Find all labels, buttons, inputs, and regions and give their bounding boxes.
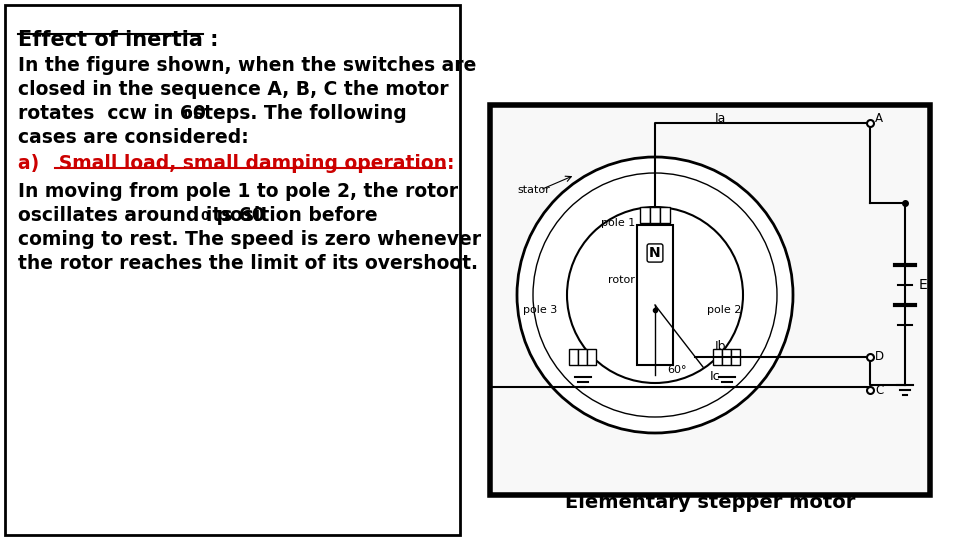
Text: C: C xyxy=(875,383,883,396)
FancyBboxPatch shape xyxy=(731,349,740,365)
Text: stator: stator xyxy=(517,185,550,195)
Text: rotates  ccw in 60: rotates ccw in 60 xyxy=(18,104,212,123)
Text: Elementary stepper motor: Elementary stepper motor xyxy=(564,493,855,512)
Text: A: A xyxy=(875,112,883,125)
Text: coming to rest. The speed is zero whenever: coming to rest. The speed is zero whenev… xyxy=(18,230,481,249)
Text: closed in the sequence A, B, C the motor: closed in the sequence A, B, C the motor xyxy=(18,80,448,99)
Text: In moving from pole 1 to pole 2, the rotor: In moving from pole 1 to pole 2, the rot… xyxy=(18,182,458,201)
FancyBboxPatch shape xyxy=(490,105,930,495)
Text: In the figure shown, when the switches are: In the figure shown, when the switches a… xyxy=(18,56,476,75)
FancyBboxPatch shape xyxy=(722,349,731,365)
Text: 0: 0 xyxy=(200,210,208,223)
Text: 60°: 60° xyxy=(667,365,686,375)
Text: cases are considered:: cases are considered: xyxy=(18,128,249,147)
Text: pole 3: pole 3 xyxy=(523,305,557,315)
FancyBboxPatch shape xyxy=(660,207,670,223)
FancyBboxPatch shape xyxy=(713,349,722,365)
Text: Ib: Ib xyxy=(715,340,727,353)
FancyBboxPatch shape xyxy=(640,207,650,223)
FancyBboxPatch shape xyxy=(569,349,578,365)
Text: the rotor reaches the limit of its overshoot.: the rotor reaches the limit of its overs… xyxy=(18,254,478,273)
Text: N: N xyxy=(649,246,660,260)
FancyBboxPatch shape xyxy=(578,349,587,365)
FancyBboxPatch shape xyxy=(587,349,596,365)
FancyBboxPatch shape xyxy=(637,225,673,365)
Text: pole 2: pole 2 xyxy=(707,305,741,315)
Text: Effect of inertia :: Effect of inertia : xyxy=(18,30,219,50)
Text: steps. The following: steps. The following xyxy=(193,104,407,123)
FancyBboxPatch shape xyxy=(650,207,660,223)
Circle shape xyxy=(567,207,743,383)
Circle shape xyxy=(517,157,793,433)
Text: 0: 0 xyxy=(183,108,192,121)
Text: a)   Small load, small damping operation:: a) Small load, small damping operation: xyxy=(18,154,454,173)
Text: Ia: Ia xyxy=(715,112,727,125)
FancyBboxPatch shape xyxy=(5,5,460,535)
Text: Ic: Ic xyxy=(710,370,721,383)
Text: oscillates around its 60: oscillates around its 60 xyxy=(18,206,272,225)
Text: E: E xyxy=(919,278,927,292)
Text: position before: position before xyxy=(210,206,377,225)
Text: pole 1: pole 1 xyxy=(601,218,635,228)
Text: D: D xyxy=(875,350,884,363)
Text: rotor: rotor xyxy=(608,275,635,285)
